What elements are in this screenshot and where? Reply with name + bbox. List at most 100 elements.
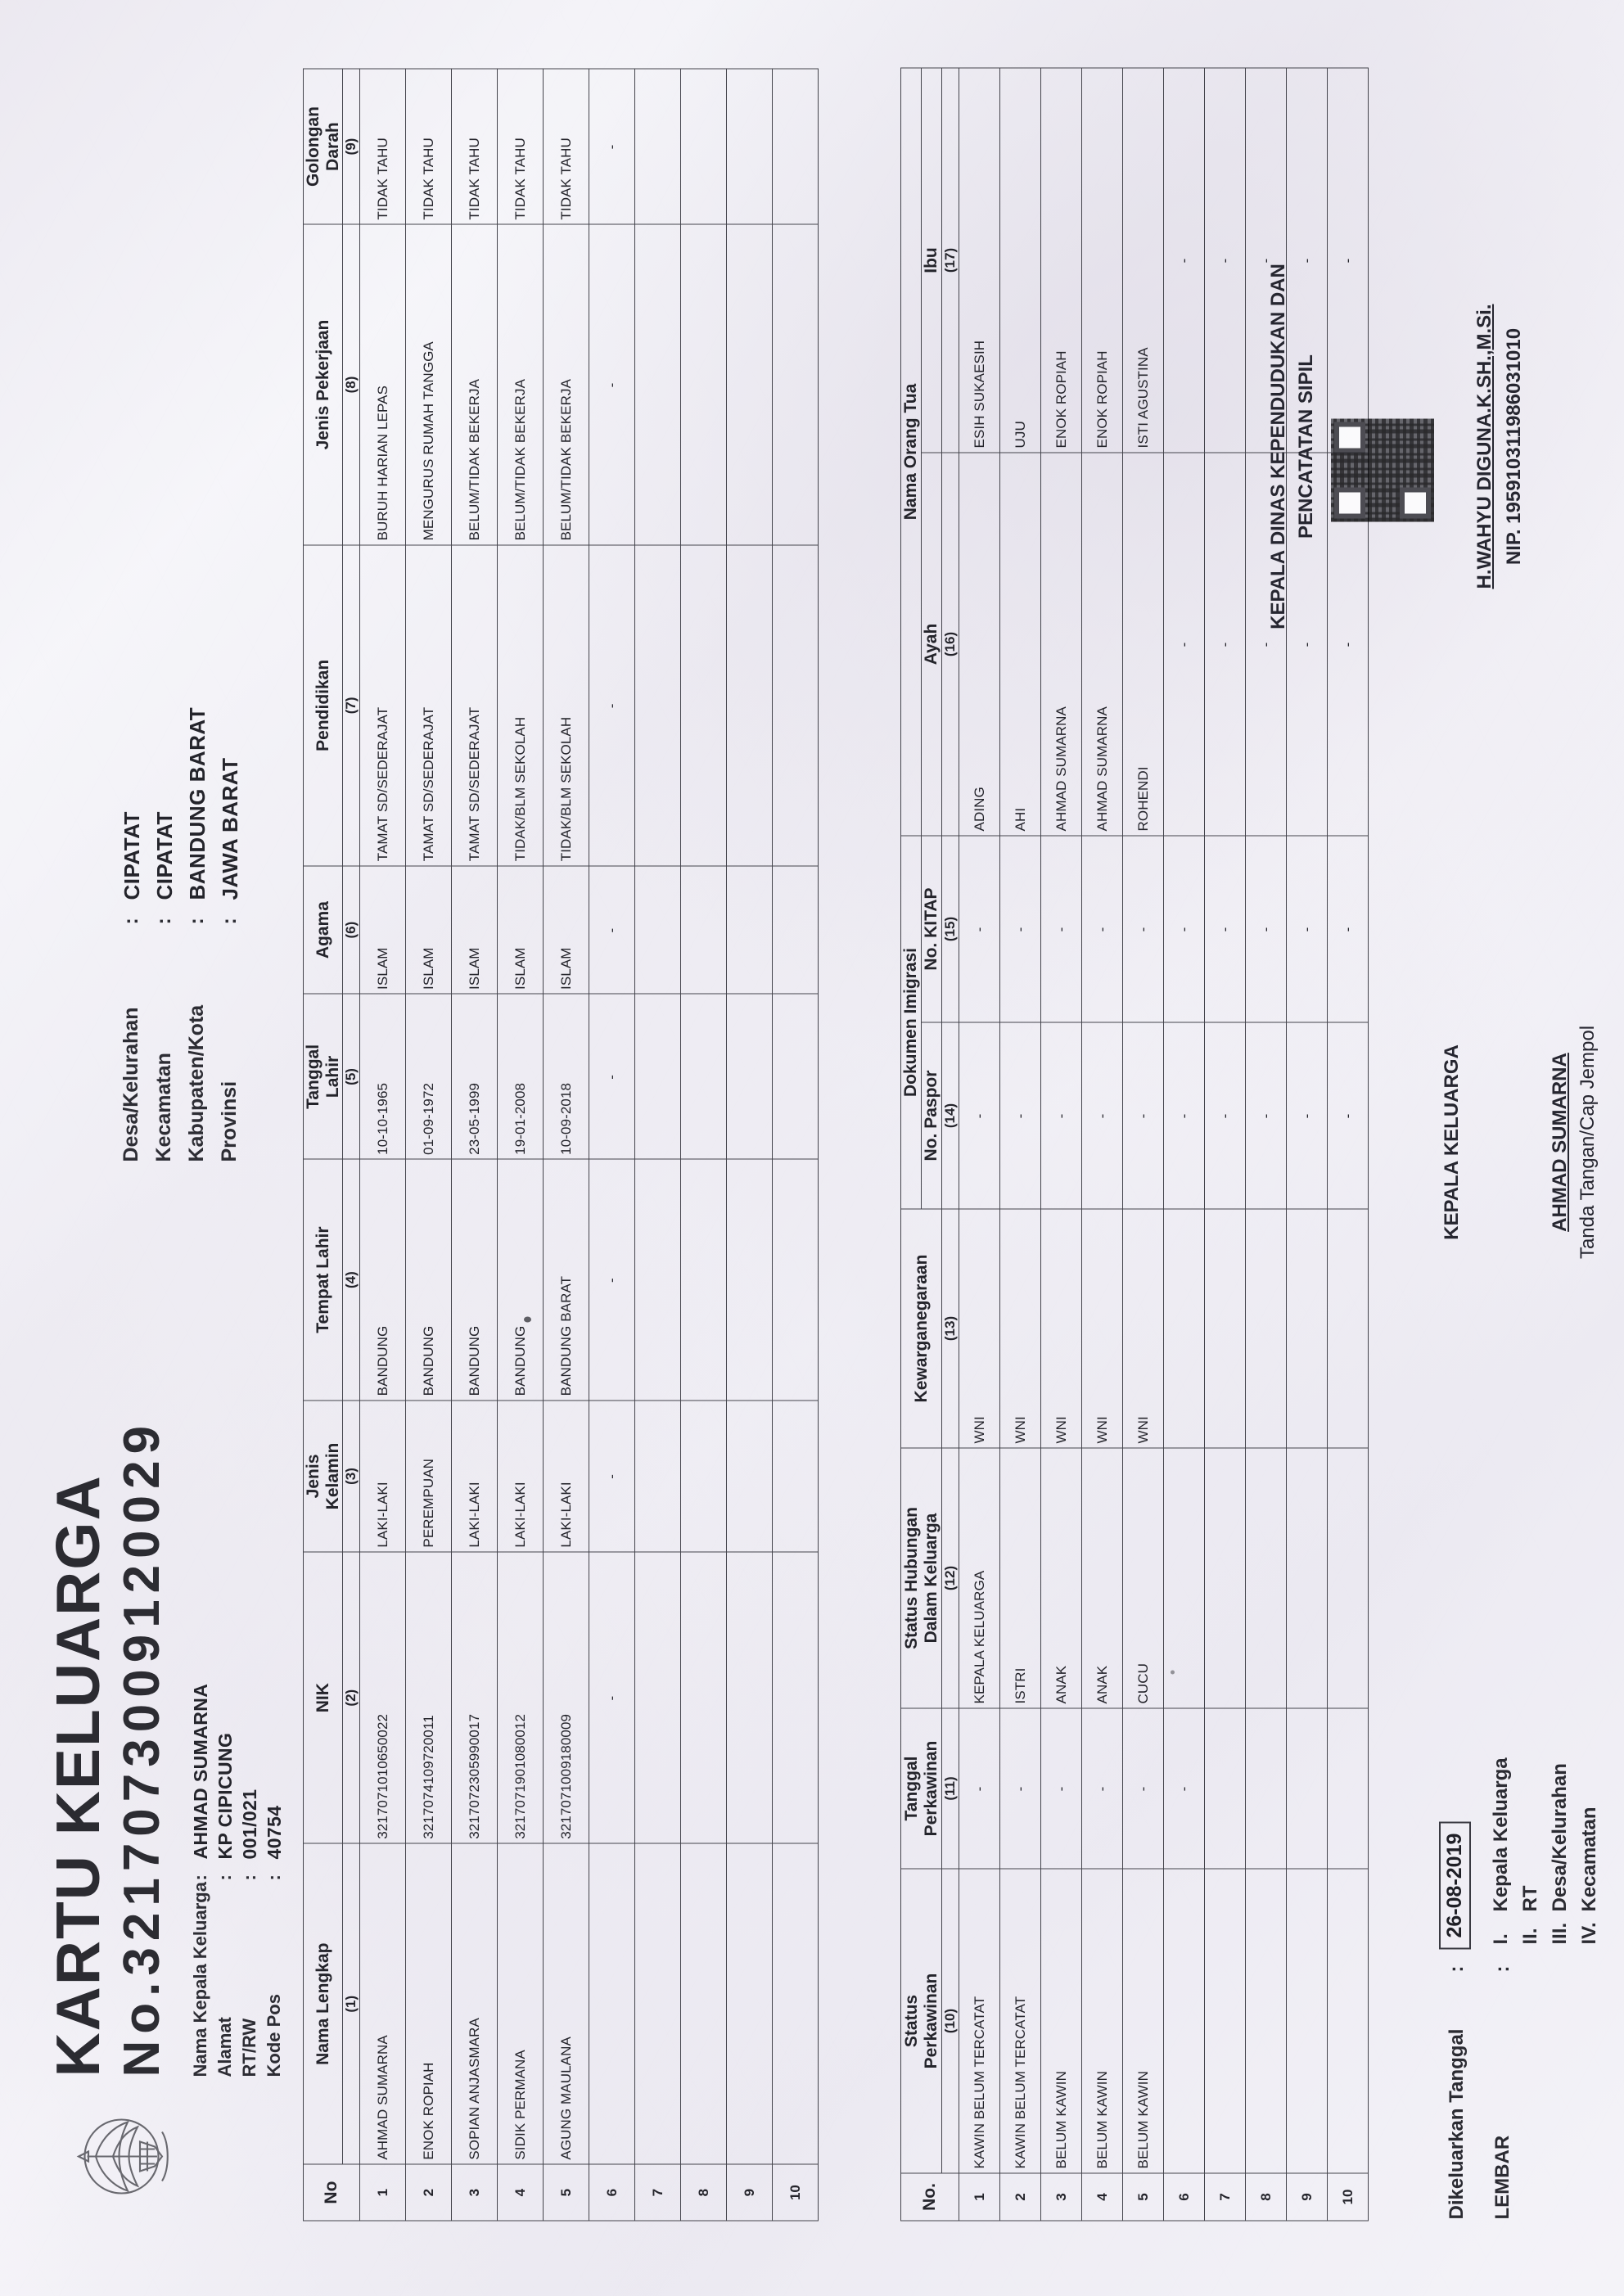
cell-warga bbox=[1245, 1208, 1287, 1448]
cell-ibu: ESIH SUKAESIH bbox=[959, 67, 1000, 453]
cell-tanggal: - bbox=[589, 994, 635, 1159]
cell-nik bbox=[634, 1551, 681, 1843]
cell-tgl_kawin: - bbox=[1163, 1707, 1205, 1869]
cell-pekerjaan bbox=[772, 223, 819, 545]
table-header-number-row: (1) (2) (3) (4) (5) (6) (7) (8) (9) bbox=[342, 68, 360, 2221]
cell-kitap: - bbox=[999, 835, 1041, 1022]
th-jenis-kelamin-text: Jenis Kelamin bbox=[304, 1442, 342, 1509]
cell-hubungan: ISTRI bbox=[999, 1447, 1041, 1708]
cell-agama: - bbox=[589, 865, 635, 994]
thnum-1: (1) bbox=[342, 1843, 360, 2164]
sheet-item-rt: RT bbox=[1519, 1885, 1541, 1911]
th-agama: Agama bbox=[303, 865, 343, 994]
cell-nik bbox=[680, 1551, 727, 1843]
cell-darah bbox=[680, 68, 727, 224]
thnum-b5: (14) bbox=[941, 1022, 959, 1209]
header-value-kecamatan: CIPATAT bbox=[152, 810, 177, 900]
cell-pendidikan bbox=[680, 544, 727, 866]
cell-agama bbox=[772, 865, 819, 994]
cell-tgl_kawin: - bbox=[1122, 1707, 1164, 1869]
cell-tanggal: 19-01-2008 bbox=[497, 994, 544, 1159]
cell-paspor: - bbox=[1204, 1022, 1246, 1209]
th-tanggal-lahir-text: Tanggal Lahir bbox=[304, 1044, 342, 1109]
th-golongan-darah: Golongan Darah bbox=[303, 68, 343, 224]
cell-ibu: ENOK ROPIAH bbox=[1081, 67, 1123, 453]
th-status-hubungan: Status Hubungan Dalam Keluarga bbox=[900, 1447, 942, 1708]
table-row: 7 bbox=[634, 68, 681, 2221]
table-row: 10- - - - bbox=[1327, 67, 1369, 2221]
header-sep-0: : bbox=[190, 1874, 210, 1880]
cell-kelamin: PEREMPUAN bbox=[405, 1400, 452, 1552]
cell-status: KAWIN BELUM TERCATAT bbox=[999, 1868, 1041, 2173]
cell-pekerjaan bbox=[680, 223, 727, 545]
cell-nik: 3217074109720011 bbox=[405, 1551, 452, 1843]
cell-nik: - bbox=[589, 1551, 635, 1843]
cell-tgl_kawin bbox=[1286, 1707, 1328, 1869]
cell-paspor: - bbox=[999, 1022, 1041, 1209]
cell-paspor: - bbox=[1286, 1022, 1328, 1209]
header-sep-3: : bbox=[264, 1874, 284, 1880]
th-pendidikan: Pendidikan bbox=[303, 544, 343, 866]
th-ayah: Ayah bbox=[921, 452, 942, 836]
cell-ayah: AHMAD SUMARNA bbox=[1081, 452, 1123, 836]
cell-nama: AHMAD SUMARNA bbox=[359, 1843, 406, 2164]
cell-no: 4 bbox=[497, 2163, 544, 2221]
cell-darah: TIDAK TAHU bbox=[497, 68, 544, 224]
cell-nama bbox=[589, 1843, 635, 2164]
cell-pendidikan: TIDAK/BLM SEKOLAH bbox=[497, 544, 544, 866]
cell-tanggal bbox=[726, 994, 773, 1159]
thnum-b2: (11) bbox=[941, 1707, 959, 1869]
cell-nik: 3217071009180009 bbox=[543, 1551, 589, 1843]
sheet-item-kecamatan: Kecamatan bbox=[1578, 1806, 1600, 1911]
cell-tanggal: 23-05-1999 bbox=[451, 994, 498, 1159]
sheet-item-desa-kelurahan: Desa/Kelurahan bbox=[1549, 1762, 1571, 1911]
issued-date: 26-08-2019 bbox=[1439, 1821, 1471, 1949]
table-row: 3 SOPIAN ANJASMARA 3217072305990017 LAKI-LA… bbox=[451, 68, 498, 2221]
cell-kitap: - bbox=[1122, 835, 1164, 1022]
cell-ayah: - bbox=[1204, 452, 1246, 836]
header-value-alamat: KP CIPICUNG bbox=[214, 1732, 236, 1859]
cell-pekerjaan: BELUM/TIDAK BEKERJA bbox=[451, 223, 498, 545]
scan-speck bbox=[524, 1316, 531, 1322]
cell-no: 7 bbox=[1204, 2172, 1246, 2221]
thnum-b3: (12) bbox=[941, 1447, 959, 1708]
garuda-emblem-icon bbox=[76, 2118, 169, 2195]
header-sep-r0: : bbox=[120, 917, 142, 924]
cell-tgl_kawin: - bbox=[999, 1707, 1041, 1869]
cell-kelamin bbox=[772, 1400, 819, 1552]
th-nik: NIK bbox=[303, 1551, 343, 1843]
cell-paspor: - bbox=[1327, 1022, 1369, 1209]
cell-status: BELUM KAWIN bbox=[1081, 1868, 1123, 2173]
th-tanggal-lahir: Tanggal Lahir bbox=[303, 994, 343, 1159]
cell-warga bbox=[1327, 1208, 1369, 1448]
cell-kelamin: LAKI-LAKI bbox=[543, 1400, 589, 1552]
cell-hubungan bbox=[1286, 1447, 1328, 1708]
cell-nik bbox=[726, 1551, 773, 1843]
official-office-line-2: PENCATATAN SIPIL bbox=[1295, 354, 1317, 539]
cell-kitap: - bbox=[959, 835, 1000, 1022]
cell-no: 4 bbox=[1081, 2172, 1123, 2221]
cell-kitap: - bbox=[1245, 835, 1287, 1022]
header-label-kode-pos: Kode Pos bbox=[264, 1993, 284, 2077]
issued-label: Dikeluarkan Tanggal bbox=[1446, 2028, 1468, 2219]
cell-pendidikan: TAMAT SD/SEDERAJAT bbox=[405, 544, 452, 866]
header-sep-r2: : bbox=[185, 917, 208, 924]
thnum-6: (6) bbox=[342, 865, 360, 994]
cell-paspor: - bbox=[1040, 1022, 1082, 1209]
cell-warga: WNI bbox=[999, 1208, 1041, 1448]
header-value-nama-kepala-keluarga: AHMAD SUMARNA bbox=[190, 1683, 211, 1859]
table-row: 9 bbox=[726, 68, 773, 2221]
cell-agama bbox=[680, 865, 727, 994]
cell-agama bbox=[634, 865, 681, 994]
cell-kitap: - bbox=[1327, 835, 1369, 1022]
th-tanggal-perkawinan: Tanggal Perkawinan bbox=[900, 1707, 942, 1869]
cell-status: BELUM KAWIN bbox=[1040, 1868, 1082, 2173]
cell-darah bbox=[726, 68, 773, 224]
cell-hubungan: ANAK bbox=[1040, 1447, 1082, 1708]
sheet-label: LEMBAR bbox=[1491, 2135, 1513, 2219]
cell-status bbox=[1204, 1868, 1246, 2173]
kk-number: No.3217073009120029 bbox=[113, 1419, 171, 2077]
table-group-header-row: No. Status Perkawinan Tanggal Perkawinan… bbox=[900, 67, 959, 2221]
cell-pendidikan bbox=[634, 544, 681, 866]
